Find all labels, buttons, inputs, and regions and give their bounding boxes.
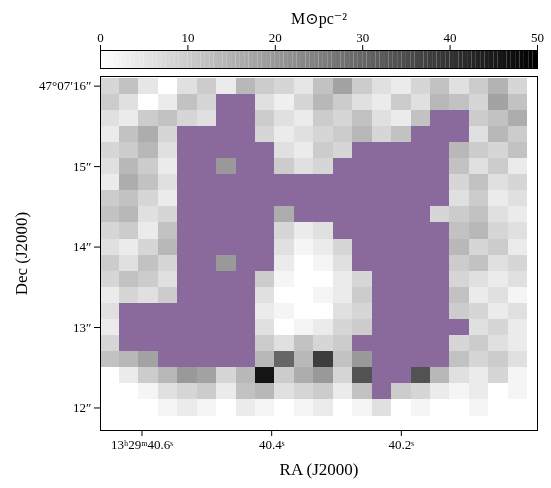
svg-text:Dec (J2000): Dec (J2000) xyxy=(12,212,31,296)
svg-text:10: 10 xyxy=(181,30,194,45)
svg-text:30: 30 xyxy=(356,30,369,45)
svg-text:14″: 14″ xyxy=(73,239,91,254)
svg-text:12″: 12″ xyxy=(73,400,91,415)
svg-text:40.4ˢ: 40.4ˢ xyxy=(259,437,285,452)
svg-text:M⊙pc⁻²: M⊙pc⁻² xyxy=(291,10,347,28)
svg-text:0: 0 xyxy=(97,30,104,45)
svg-text:13ʰ29ᵐ40.6ˢ: 13ʰ29ᵐ40.6ˢ xyxy=(111,437,173,452)
svg-text:40.2ˢ: 40.2ˢ xyxy=(389,437,415,452)
svg-text:50: 50 xyxy=(531,30,544,45)
svg-text:13″: 13″ xyxy=(73,320,91,335)
svg-text:15″: 15″ xyxy=(73,159,91,174)
svg-text:40: 40 xyxy=(444,30,457,45)
svg-text:20: 20 xyxy=(269,30,282,45)
svg-text:RA (J2000): RA (J2000) xyxy=(280,460,359,479)
svg-text:47°07′16″: 47°07′16″ xyxy=(39,78,91,93)
